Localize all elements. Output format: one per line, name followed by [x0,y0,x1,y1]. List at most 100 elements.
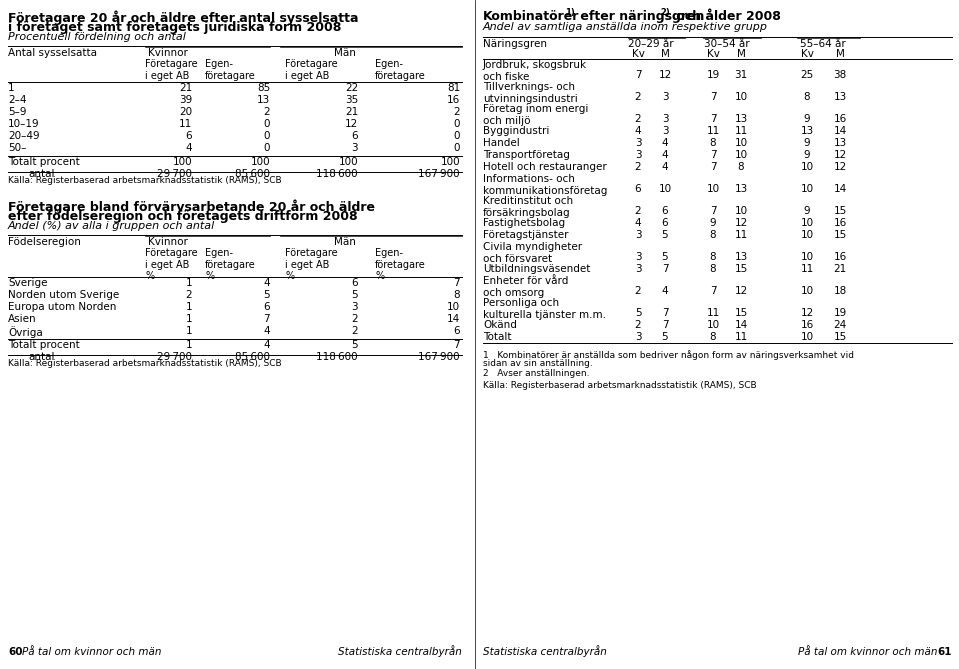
Text: 7: 7 [635,70,642,80]
Text: 38: 38 [833,70,847,80]
Text: Källa: Registerbaserad arbetsmarknadsstatistik (RAMS), SCB: Källa: Registerbaserad arbetsmarknadssta… [8,359,282,368]
Text: 14: 14 [735,320,748,330]
Text: 7: 7 [710,150,716,160]
Text: 6: 6 [662,218,668,228]
Text: 2   Avser anställningen.: 2 Avser anställningen. [483,369,590,378]
Text: 8: 8 [710,264,716,274]
Text: 19: 19 [707,70,719,80]
Text: Källa: Registerbaserad arbetsmarknadsstatistik (RAMS), SCB: Källa: Registerbaserad arbetsmarknadssta… [8,176,282,185]
Text: 8: 8 [804,92,810,102]
Text: 6: 6 [264,302,270,312]
Text: 4: 4 [662,286,668,296]
Text: 1: 1 [185,326,192,336]
Text: Tillverknings- och
utvinningsindustri: Tillverknings- och utvinningsindustri [483,82,577,104]
Text: Kreditinstitut och
försäkringsbolag: Kreditinstitut och försäkringsbolag [483,196,573,217]
Text: 21: 21 [178,83,192,93]
Text: efter näringsgren: efter näringsgren [576,10,704,23]
Text: 15: 15 [833,230,847,240]
Text: 16: 16 [833,114,847,124]
Text: 2: 2 [635,320,642,330]
Text: 3: 3 [635,138,642,148]
Text: 10: 10 [801,252,813,262]
Text: 2: 2 [264,107,270,117]
Text: 6: 6 [185,131,192,141]
Text: 3: 3 [635,150,642,160]
Text: 6: 6 [662,206,668,216]
Text: 12: 12 [833,162,847,172]
Text: 1: 1 [185,314,192,324]
Text: Företagare
i eget AB: Företagare i eget AB [285,59,338,80]
Text: 167 900: 167 900 [418,352,460,362]
Text: 3: 3 [635,332,642,342]
Text: Egen-
företagare
%: Egen- företagare % [375,248,426,281]
Text: 18: 18 [833,286,847,296]
Text: 12: 12 [735,218,748,228]
Text: 7: 7 [454,278,460,288]
Text: 8: 8 [710,138,716,148]
Text: 3: 3 [635,264,642,274]
Text: 12: 12 [344,119,358,129]
Text: 15: 15 [833,332,847,342]
Text: 1): 1) [565,8,574,17]
Text: 2: 2 [635,206,642,216]
Text: 5: 5 [264,290,270,300]
Text: 7: 7 [710,114,716,124]
Text: 0: 0 [454,119,460,129]
Text: 81: 81 [447,83,460,93]
Text: 10: 10 [801,286,813,296]
Text: Kv: Kv [801,49,813,59]
Text: 13: 13 [735,184,748,194]
Text: 11: 11 [707,308,719,318]
Text: Europa utom Norden: Europa utom Norden [8,302,116,312]
Text: Handel: Handel [483,138,520,148]
Text: 3: 3 [351,302,358,312]
Text: 10: 10 [707,320,719,330]
Text: 118 600: 118 600 [316,352,358,362]
Text: 15: 15 [735,308,748,318]
Text: 85: 85 [257,83,270,93]
Text: 0: 0 [454,131,460,141]
Text: 5: 5 [635,308,642,318]
Text: Procentuell fördelning och antal: Procentuell fördelning och antal [8,32,186,42]
Text: Andel (%) av alla i gruppen och antal: Andel (%) av alla i gruppen och antal [8,221,215,231]
Text: 11: 11 [735,126,748,136]
Text: Totalt procent: Totalt procent [8,157,80,167]
Text: 9: 9 [804,206,810,216]
Text: 5: 5 [351,290,358,300]
Text: 4: 4 [264,326,270,336]
Text: Jordbruk, skogsbruk
och fiske: Jordbruk, skogsbruk och fiske [483,60,587,82]
Text: 14: 14 [833,184,847,194]
Text: 85 600: 85 600 [235,352,270,362]
Text: 7: 7 [662,320,668,330]
Text: 2: 2 [454,107,460,117]
Text: 4: 4 [662,138,668,148]
Text: M: M [661,49,669,59]
Text: Andel av samtliga anställda inom respektive grupp: Andel av samtliga anställda inom respekt… [483,22,768,32]
Text: 20–49: 20–49 [8,131,39,141]
Text: 3: 3 [351,143,358,153]
Text: Övriga: Övriga [8,326,43,338]
Text: 4: 4 [635,218,642,228]
Text: 10: 10 [735,92,748,102]
Text: 19: 19 [833,308,847,318]
Text: 5: 5 [662,332,668,342]
Text: 7: 7 [662,308,668,318]
Text: Källa: Registerbaserad arbetsmarknadsstatistik (RAMS), SCB: Källa: Registerbaserad arbetsmarknadssta… [483,381,757,390]
Text: Statistiska centralbyrån: Statistiska centralbyrån [483,645,607,657]
Text: Egen-
företagare
%: Egen- företagare % [205,248,256,281]
Text: 7: 7 [710,92,716,102]
Text: 2: 2 [185,290,192,300]
Text: och ålder 2008: och ålder 2008 [672,10,781,23]
Text: 2): 2) [660,8,669,17]
Text: 10: 10 [447,302,460,312]
Text: Män: Män [334,237,356,247]
Text: 8: 8 [454,290,460,300]
Text: På tal om kvinnor och män: På tal om kvinnor och män [799,647,938,657]
Text: 10: 10 [801,230,813,240]
Text: 4: 4 [635,126,642,136]
Text: 10: 10 [659,184,671,194]
Text: Byggindustri: Byggindustri [483,126,550,136]
Text: 5: 5 [662,230,668,240]
Text: 3: 3 [662,126,668,136]
Text: Okänd: Okänd [483,320,517,330]
